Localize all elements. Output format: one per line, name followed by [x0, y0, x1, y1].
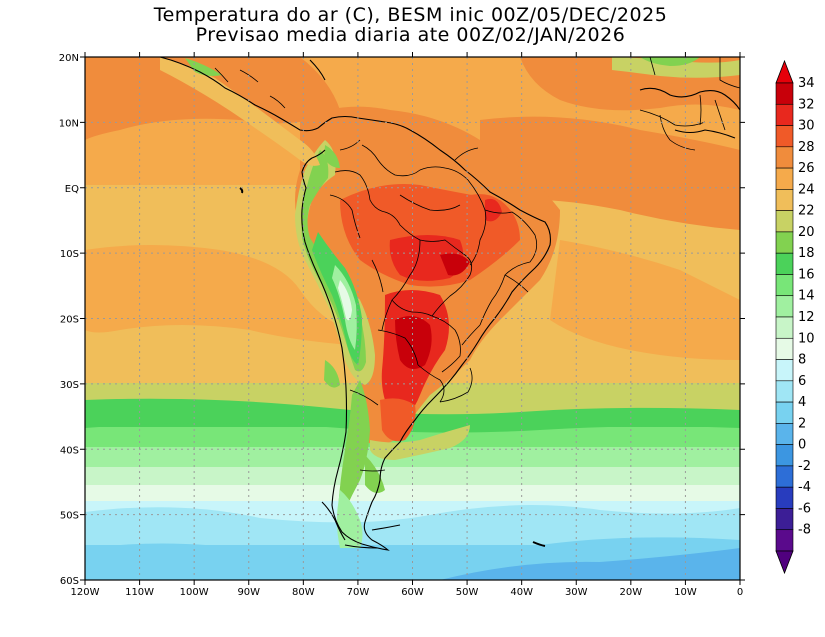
map-title-line1: Temperatura do ar (C), BESM inic 00Z/05/… — [153, 4, 668, 26]
colorbar-swatch — [775, 295, 794, 318]
colorbar-swatch — [775, 423, 794, 445]
colorbar-label: 20 — [798, 225, 815, 240]
colorbar-label: 18 — [798, 246, 815, 261]
colorbar-label: -2 — [798, 459, 811, 474]
colorbar-swatch — [775, 167, 794, 190]
lat-label: 10N — [59, 118, 79, 129]
colorbar-swatch — [775, 465, 794, 488]
lat-label: EQ — [65, 184, 79, 195]
lat-label: 30S — [60, 380, 79, 391]
colorbar-label: 6 — [798, 374, 806, 389]
lon-label: 50W — [456, 587, 479, 598]
coastlines — [159, 57, 740, 551]
colorbar-swatch — [775, 252, 794, 275]
country-borders — [214, 57, 740, 472]
colorbar-label: 8 — [798, 353, 806, 368]
lon-label: 120W — [71, 587, 100, 598]
lon-label: 80W — [292, 587, 315, 598]
lat-label: 10S — [60, 249, 79, 260]
colorbar-label: -8 — [798, 523, 811, 538]
colorbar-swatch — [775, 125, 794, 148]
colorbar-label: 32 — [798, 97, 815, 112]
colorbar-swatch — [775, 103, 794, 126]
colorbar-label: 26 — [798, 161, 815, 176]
colorbar-swatch — [775, 210, 794, 233]
lon-label: 10W — [674, 587, 697, 598]
colorbar-swatch — [775, 380, 794, 403]
colorbar-bottom-arrow — [775, 550, 794, 575]
lon-label: 90W — [237, 587, 260, 598]
colorbar-label: -4 — [798, 480, 811, 495]
lon-label: 30W — [565, 587, 588, 598]
colorbar-label: -6 — [798, 502, 811, 517]
colorbar-swatch — [775, 316, 794, 339]
lon-label: 20W — [620, 587, 643, 598]
colorbar-label: 0 — [798, 438, 806, 453]
colorbar-swatch — [775, 146, 794, 169]
colorbar-swatch — [775, 82, 794, 105]
lat-label: 40S — [60, 445, 79, 456]
lat-label: 60S — [60, 576, 79, 587]
lat-label: 20S — [60, 315, 79, 326]
colorbar-label: 16 — [798, 268, 815, 283]
colorbar-label: 34 — [798, 76, 815, 91]
colorbar-swatch — [775, 274, 794, 297]
lat-label: 50S — [60, 511, 79, 522]
colorbar-swatch — [775, 189, 794, 211]
colorbar-label: 22 — [798, 204, 815, 219]
graticule — [85, 57, 740, 580]
colorbar-swatch — [775, 508, 794, 531]
colorbar-label: 2 — [798, 416, 806, 431]
colorbar-label: 10 — [798, 331, 815, 346]
colorbar-label: 30 — [798, 119, 815, 134]
colorbar-label: 4 — [798, 395, 806, 410]
lat-label: 20N — [59, 53, 79, 64]
colorbar-swatch — [775, 444, 794, 467]
colorbar-label: 28 — [798, 140, 815, 155]
lon-label: 70W — [347, 587, 370, 598]
colorbar-top-arrow — [775, 59, 794, 84]
longitude-axis: 120W 110W 100W 90W 80W 70W 60W 50W 40W 30W 20W 10W 0 — [71, 52, 743, 598]
colorbar-label: 14 — [798, 289, 815, 304]
lon-label: 40W — [510, 587, 533, 598]
colorbar-swatch — [775, 337, 794, 360]
colorbar-swatch — [775, 359, 794, 382]
colorbar-label: 12 — [798, 310, 815, 325]
lon-label: 0 — [737, 587, 743, 598]
colorbar-swatch — [775, 401, 794, 424]
latitude-axis: 20N 10N EQ 10S 20S 30S 40S 50S 60S — [59, 53, 745, 587]
colorbar-swatch — [775, 231, 794, 254]
colorbar-swatch — [775, 486, 794, 509]
colorbar-swatch — [775, 529, 794, 552]
map-title-line2: Previsao media diaria ate 00Z/02/JAN/202… — [195, 24, 626, 46]
colorbar-label: 24 — [798, 182, 815, 197]
lon-label: 60W — [401, 587, 424, 598]
lon-label: 110W — [125, 587, 154, 598]
lon-label: 100W — [180, 587, 209, 598]
